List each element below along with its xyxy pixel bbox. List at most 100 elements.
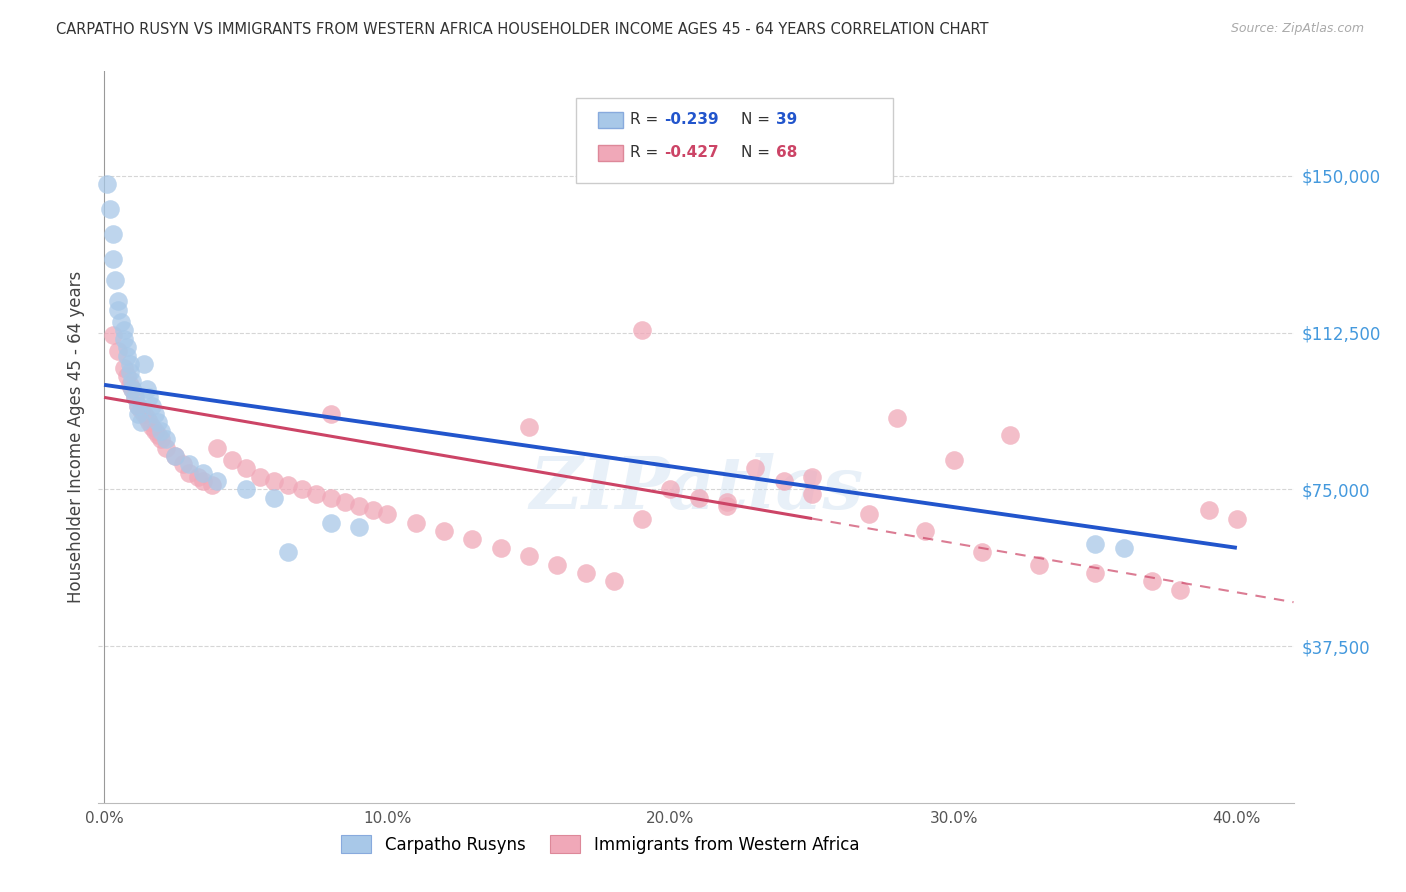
Point: [132, 357, 155, 371]
Point: [118, 357, 141, 371]
Point: [263, 474, 285, 488]
Point: [603, 574, 626, 589]
Point: [858, 508, 880, 522]
Point: [263, 491, 285, 505]
Point: [177, 457, 200, 471]
Point: [127, 399, 149, 413]
Point: [1112, 541, 1135, 555]
Point: [631, 324, 654, 338]
Point: [1140, 574, 1163, 589]
Point: [970, 545, 993, 559]
Point: [132, 407, 155, 421]
Point: [375, 508, 398, 522]
Point: [433, 524, 456, 538]
Text: 68: 68: [776, 145, 797, 160]
Point: [772, 474, 794, 488]
Point: [112, 324, 135, 338]
Point: [347, 499, 370, 513]
Point: [1084, 566, 1107, 580]
Point: [149, 424, 172, 438]
Point: [138, 416, 160, 430]
Point: [127, 407, 149, 421]
Point: [98, 202, 121, 217]
Text: ZIPatlas: ZIPatlas: [529, 453, 863, 524]
Text: N =: N =: [741, 112, 775, 127]
Legend: Carpatho Rusyns, Immigrants from Western Africa: Carpatho Rusyns, Immigrants from Western…: [335, 829, 866, 860]
Point: [112, 332, 135, 346]
Point: [121, 382, 143, 396]
Point: [129, 416, 152, 430]
Point: [115, 349, 138, 363]
Point: [405, 516, 427, 530]
Point: [361, 503, 384, 517]
Point: [101, 227, 124, 242]
Point: [163, 449, 186, 463]
Point: [574, 566, 596, 580]
Point: [517, 549, 540, 564]
Point: [1084, 536, 1107, 550]
Point: [104, 273, 127, 287]
Point: [249, 470, 271, 484]
Point: [124, 390, 146, 404]
Point: [1028, 558, 1050, 572]
Point: [193, 466, 215, 480]
Point: [235, 461, 257, 475]
Point: [155, 432, 177, 446]
Point: [118, 377, 141, 392]
Point: [744, 461, 766, 475]
Point: [143, 407, 166, 421]
Point: [305, 486, 328, 500]
Point: [124, 390, 146, 404]
Point: [716, 495, 738, 509]
Text: CARPATHO RUSYN VS IMMIGRANTS FROM WESTERN AFRICA HOUSEHOLDER INCOME AGES 45 - 64: CARPATHO RUSYN VS IMMIGRANTS FROM WESTER…: [56, 22, 988, 37]
Point: [112, 361, 135, 376]
Point: [546, 558, 568, 572]
Point: [207, 474, 229, 488]
Point: [1168, 582, 1191, 597]
Text: R =: R =: [630, 112, 664, 127]
Point: [659, 483, 682, 497]
Point: [517, 419, 540, 434]
Point: [186, 470, 208, 484]
Point: [461, 533, 484, 547]
Text: N =: N =: [741, 145, 775, 160]
Point: [121, 382, 143, 396]
Point: [146, 416, 169, 430]
Point: [1226, 511, 1249, 525]
Point: [118, 365, 141, 379]
Point: [319, 491, 342, 505]
Point: [110, 315, 132, 329]
Point: [121, 374, 143, 388]
Point: [319, 407, 342, 421]
Point: [1000, 428, 1022, 442]
Point: [149, 432, 172, 446]
Point: [333, 495, 356, 509]
Point: [942, 453, 965, 467]
Point: [319, 516, 342, 530]
Point: [631, 511, 654, 525]
Point: [107, 344, 129, 359]
Point: [716, 499, 738, 513]
Point: [138, 390, 160, 404]
Point: [101, 252, 124, 267]
Point: [886, 411, 908, 425]
Point: [141, 419, 163, 434]
Point: [277, 545, 299, 559]
Point: [347, 520, 370, 534]
Point: [1198, 503, 1220, 517]
Point: [801, 486, 824, 500]
Point: [107, 294, 129, 309]
Text: -0.427: -0.427: [664, 145, 718, 160]
Point: [201, 478, 224, 492]
Point: [163, 449, 186, 463]
Point: [115, 369, 138, 384]
Point: [235, 483, 257, 497]
Point: [155, 441, 177, 455]
Point: [193, 474, 215, 488]
Point: [221, 453, 243, 467]
Point: [801, 470, 824, 484]
Point: [115, 340, 138, 354]
Text: Source: ZipAtlas.com: Source: ZipAtlas.com: [1230, 22, 1364, 36]
Point: [177, 466, 200, 480]
Point: [141, 399, 163, 413]
